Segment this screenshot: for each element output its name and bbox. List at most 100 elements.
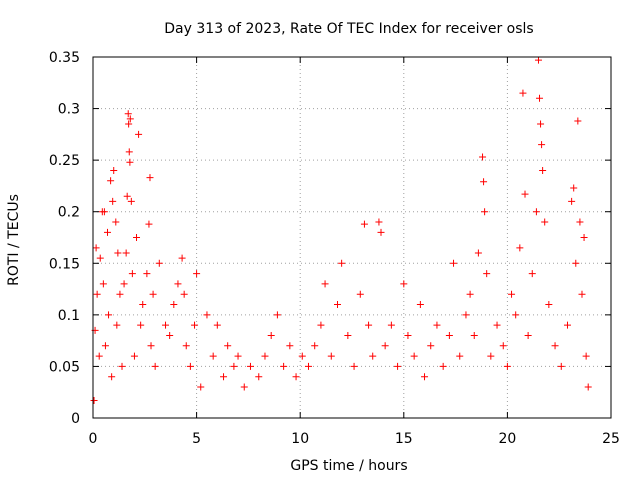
data-point xyxy=(180,290,188,298)
y-tick-label: 0.3 xyxy=(58,102,80,118)
data-point xyxy=(508,290,516,298)
data-point xyxy=(90,396,98,404)
data-point xyxy=(568,197,576,205)
y-axis-label: ROTI / TECUs xyxy=(6,194,22,286)
data-point xyxy=(122,249,130,257)
data-point xyxy=(151,362,159,370)
data-point xyxy=(456,352,464,360)
data-point xyxy=(521,190,529,198)
data-point xyxy=(170,301,178,309)
data-point xyxy=(369,352,377,360)
data-point xyxy=(124,110,132,118)
data-point xyxy=(230,362,238,370)
data-point xyxy=(311,342,319,350)
data-point xyxy=(344,331,352,339)
data-point xyxy=(99,280,107,288)
data-point xyxy=(126,115,134,123)
chart-title: Day 313 of 2023, Rate Of TEC Index for r… xyxy=(164,21,533,37)
data-point xyxy=(572,259,580,267)
y-tick-label: 0.1 xyxy=(58,308,80,324)
data-point xyxy=(105,311,113,319)
data-point xyxy=(95,352,103,360)
data-point xyxy=(101,342,109,350)
data-point xyxy=(360,220,368,228)
data-point xyxy=(356,290,364,298)
data-point xyxy=(534,56,542,64)
data-point xyxy=(563,321,571,329)
y-tick-label: 0 xyxy=(71,411,80,427)
data-point xyxy=(539,166,547,174)
y-tick-label: 0.2 xyxy=(58,205,80,221)
data-point xyxy=(174,280,182,288)
data-point xyxy=(197,383,205,391)
x-tick-label: 25 xyxy=(602,431,620,447)
data-point xyxy=(298,352,306,360)
data-point xyxy=(474,249,482,257)
data-point xyxy=(120,280,128,288)
data-point xyxy=(532,208,540,216)
data-point xyxy=(292,373,300,381)
data-point xyxy=(487,352,495,360)
data-points xyxy=(90,56,592,404)
data-point xyxy=(107,177,115,185)
data-point xyxy=(155,259,163,267)
data-point xyxy=(536,94,544,102)
y-tick-label: 0.25 xyxy=(49,153,80,169)
data-point xyxy=(143,270,151,278)
data-point xyxy=(220,373,228,381)
data-point xyxy=(209,352,217,360)
data-point xyxy=(545,301,553,309)
data-point xyxy=(224,342,232,350)
data-point xyxy=(519,89,527,97)
data-point xyxy=(108,373,116,381)
y-tick-label: 0.35 xyxy=(49,50,80,66)
data-point xyxy=(479,153,487,161)
data-point xyxy=(445,331,453,339)
data-point xyxy=(427,342,435,350)
data-point xyxy=(126,158,134,166)
data-point xyxy=(551,342,559,350)
data-point xyxy=(147,342,155,350)
data-point xyxy=(327,352,335,360)
data-point xyxy=(146,174,154,182)
data-point xyxy=(135,130,143,138)
data-point xyxy=(541,218,549,226)
data-point xyxy=(439,362,447,370)
y-tick-label: 0.05 xyxy=(49,359,80,375)
data-point xyxy=(483,270,491,278)
data-point xyxy=(524,331,532,339)
data-point xyxy=(582,352,590,360)
data-point xyxy=(113,321,121,329)
data-point xyxy=(128,270,136,278)
data-point xyxy=(317,321,325,329)
data-point xyxy=(578,290,586,298)
data-point xyxy=(286,342,294,350)
data-point xyxy=(377,228,385,236)
data-point xyxy=(462,311,470,319)
data-point xyxy=(480,178,488,186)
data-point xyxy=(93,290,101,298)
data-point xyxy=(450,259,458,267)
data-point xyxy=(137,321,145,329)
data-point xyxy=(516,244,524,252)
data-point xyxy=(375,218,383,226)
x-tick-label: 10 xyxy=(291,431,309,447)
data-point xyxy=(365,321,373,329)
data-point xyxy=(466,290,474,298)
data-point xyxy=(139,301,147,309)
data-point xyxy=(493,321,501,329)
data-point xyxy=(350,362,358,370)
data-point xyxy=(193,270,201,278)
x-axis-label: GPS time / hours xyxy=(290,458,407,474)
data-point xyxy=(338,259,346,267)
data-point xyxy=(145,220,153,228)
data-point xyxy=(321,280,329,288)
data-point xyxy=(538,141,546,149)
data-point xyxy=(574,117,582,125)
data-point xyxy=(240,383,248,391)
data-point xyxy=(584,383,592,391)
data-point xyxy=(503,362,511,370)
data-point xyxy=(421,373,429,381)
data-point xyxy=(123,192,131,200)
